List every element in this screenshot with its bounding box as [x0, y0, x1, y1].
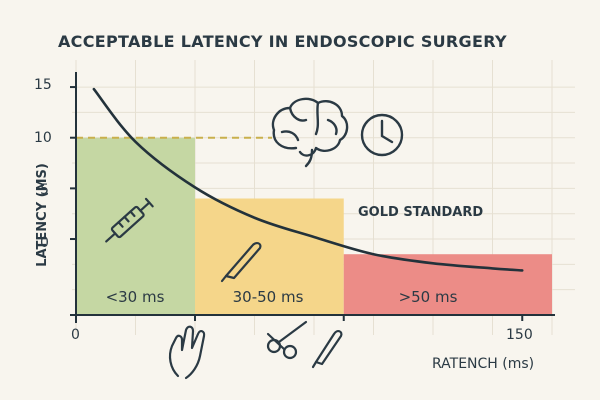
latency-zones: [76, 137, 552, 315]
x-tick-label: 0: [71, 327, 80, 343]
zone-label: <30 ms: [106, 288, 165, 306]
x-axis-label: RATENCH (ms): [432, 356, 534, 372]
y-tick-label: 15: [34, 77, 52, 93]
syringe-icon: [105, 197, 154, 243]
y-tick-label: 10: [34, 130, 52, 146]
scissors-icon: [266, 320, 308, 360]
x-tick-label: 150: [506, 327, 533, 343]
zone-label: >50 ms: [399, 288, 458, 306]
clock-icon: [360, 113, 404, 157]
y-tick-label: 5: [40, 182, 49, 198]
chart-title: ACCEPTABLE LATENCY IN ENDOSCOPIC SURGERY: [58, 32, 507, 51]
brain-icon: [271, 97, 349, 168]
y-tick-label: 0: [40, 235, 49, 251]
hand-icon: [168, 325, 206, 380]
zone-label: 30-50 ms: [233, 288, 304, 306]
latency-zone: [195, 198, 344, 315]
latency-curve: [92, 87, 524, 272]
gold-standard-annotation: GOLD STANDARD: [358, 205, 483, 220]
axes: [70, 72, 555, 323]
y-axis-label: LATENCY (MS): [35, 163, 50, 267]
scalpel-icon: [220, 242, 262, 283]
latency-zone: [76, 137, 195, 315]
latency-curve-line: [92, 87, 524, 272]
scalpel-bottom-icon: [311, 330, 343, 369]
y-tick-labels: 15 10 5 0: [34, 77, 52, 251]
